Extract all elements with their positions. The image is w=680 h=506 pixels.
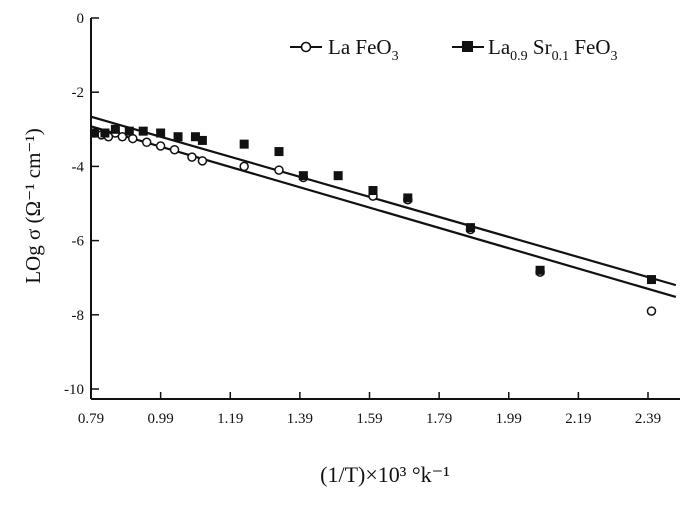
y-tick-label: -4 — [72, 159, 85, 175]
data-point-series-1 — [646, 306, 657, 316]
fit-lines — [91, 115, 677, 299]
data-point-series-2 — [138, 126, 148, 136]
data-points — [91, 124, 657, 316]
data-point-series-2 — [465, 223, 475, 233]
fit-line-series-2 — [91, 115, 677, 287]
y-tick-label: 0 — [77, 11, 85, 27]
data-point-series-2 — [197, 135, 207, 145]
data-point-series-2 — [190, 132, 200, 142]
x-ticks: 0.79 0.99 1.19 1.39 1.59 1.79 1.99 2.19 2.39 — [78, 392, 661, 427]
legend-label-2-c: FeO — [569, 35, 610, 59]
x-axis-title: (1/T)×10³ °k⁻¹ — [320, 462, 450, 487]
x-tick-label: 1.99 — [496, 411, 522, 427]
x-tick-label: 1.79 — [426, 411, 452, 427]
x-tick-label: 2.39 — [635, 411, 661, 427]
data-point-series-2 — [298, 171, 308, 181]
data-point-series-1 — [239, 161, 249, 172]
legend-label-2-sub-c: 3 — [611, 49, 618, 64]
x-tick-label: 0.79 — [78, 411, 104, 427]
data-point-series-1 — [169, 144, 180, 155]
data-point-series-2 — [274, 147, 284, 157]
x-tick-label: 2.19 — [565, 411, 591, 427]
data-point-series-2 — [100, 128, 110, 138]
legend-marker-open-circle — [300, 41, 312, 53]
data-point-series-1 — [274, 165, 284, 175]
legend-label-2-sub-b: 0.1 — [552, 49, 570, 64]
data-point-series-2 — [173, 132, 183, 142]
y-tick-label: -10 — [64, 382, 84, 398]
legend-label-2-sub-a: 0.9 — [510, 49, 528, 64]
data-point-series-2 — [110, 124, 120, 134]
legend-label-1: La FeO3 — [328, 35, 399, 64]
legend-label-2: La0.9 Sr0.1 FeO3 — [488, 35, 618, 64]
data-point-series-2 — [124, 126, 134, 136]
data-point-series-1 — [187, 152, 197, 162]
legend: La FeO3 La0.9 Sr0.1 FeO3 — [290, 35, 618, 64]
data-point-series-2 — [91, 128, 99, 138]
data-point-series-1 — [155, 141, 166, 151]
data-point-series-1 — [141, 137, 152, 148]
legend-label-2-b: Sr — [528, 35, 552, 59]
data-point-series-1 — [197, 156, 208, 166]
data-point-series-2 — [646, 275, 656, 285]
x-tick-label: 1.59 — [356, 411, 382, 427]
data-point-series-1 — [117, 131, 128, 142]
data-point-series-2 — [333, 171, 343, 181]
legend-label-2-a: La — [488, 35, 511, 59]
legend-marker-filled-square — [462, 41, 473, 52]
data-point-series-2 — [368, 186, 378, 196]
data-point-series-2 — [239, 139, 249, 149]
y-ticks: 0 -2 -4 -6 -8 -10 — [64, 11, 99, 398]
y-tick-label: -2 — [72, 85, 85, 101]
data-point-series-1 — [128, 133, 138, 144]
data-point-series-2 — [403, 193, 413, 203]
y-tick-label: -6 — [72, 234, 85, 250]
legend-label-1-sub: 3 — [392, 49, 399, 64]
y-tick-label: -8 — [72, 308, 85, 324]
data-point-series-2 — [535, 265, 545, 275]
legend-label-1-main: La FeO — [328, 35, 392, 59]
x-tick-label: 1.39 — [287, 411, 313, 427]
x-tick-label: 0.99 — [148, 411, 174, 427]
data-point-series-2 — [156, 128, 166, 138]
x-tick-label: 1.19 — [217, 411, 243, 427]
y-axis-title: LOg σ (Ω⁻¹ cm⁻¹) — [21, 128, 45, 284]
plot-area — [91, 115, 677, 316]
